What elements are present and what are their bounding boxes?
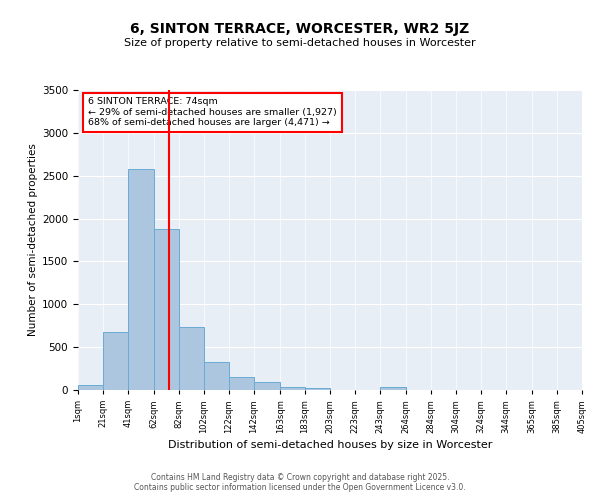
Bar (305, 388, 330, 390)
Bar (380, 386, 406, 390)
Bar (78, 385, 103, 390)
Bar (254, 382, 280, 390)
Text: 6, SINTON TERRACE, WORCESTER, WR2 5JZ: 6, SINTON TERRACE, WORCESTER, WR2 5JZ (130, 22, 470, 36)
Bar (229, 376, 254, 390)
Y-axis label: Number of semi-detached properties: Number of semi-detached properties (28, 144, 38, 336)
Bar (103, 332, 128, 390)
Text: 6 SINTON TERRACE: 74sqm
← 29% of semi-detached houses are smaller (1,927)
68% of: 6 SINTON TERRACE: 74sqm ← 29% of semi-de… (88, 98, 337, 128)
Bar (179, 328, 204, 390)
Bar (280, 387, 305, 390)
Text: Size of property relative to semi-detached houses in Worcester: Size of property relative to semi-detach… (124, 38, 476, 48)
Bar (204, 362, 229, 390)
Bar (128, 169, 154, 390)
Bar (154, 229, 179, 390)
Text: Contains HM Land Registry data © Crown copyright and database right 2025.
Contai: Contains HM Land Registry data © Crown c… (134, 473, 466, 492)
X-axis label: Distribution of semi-detached houses by size in Worcester: Distribution of semi-detached houses by … (168, 440, 492, 450)
